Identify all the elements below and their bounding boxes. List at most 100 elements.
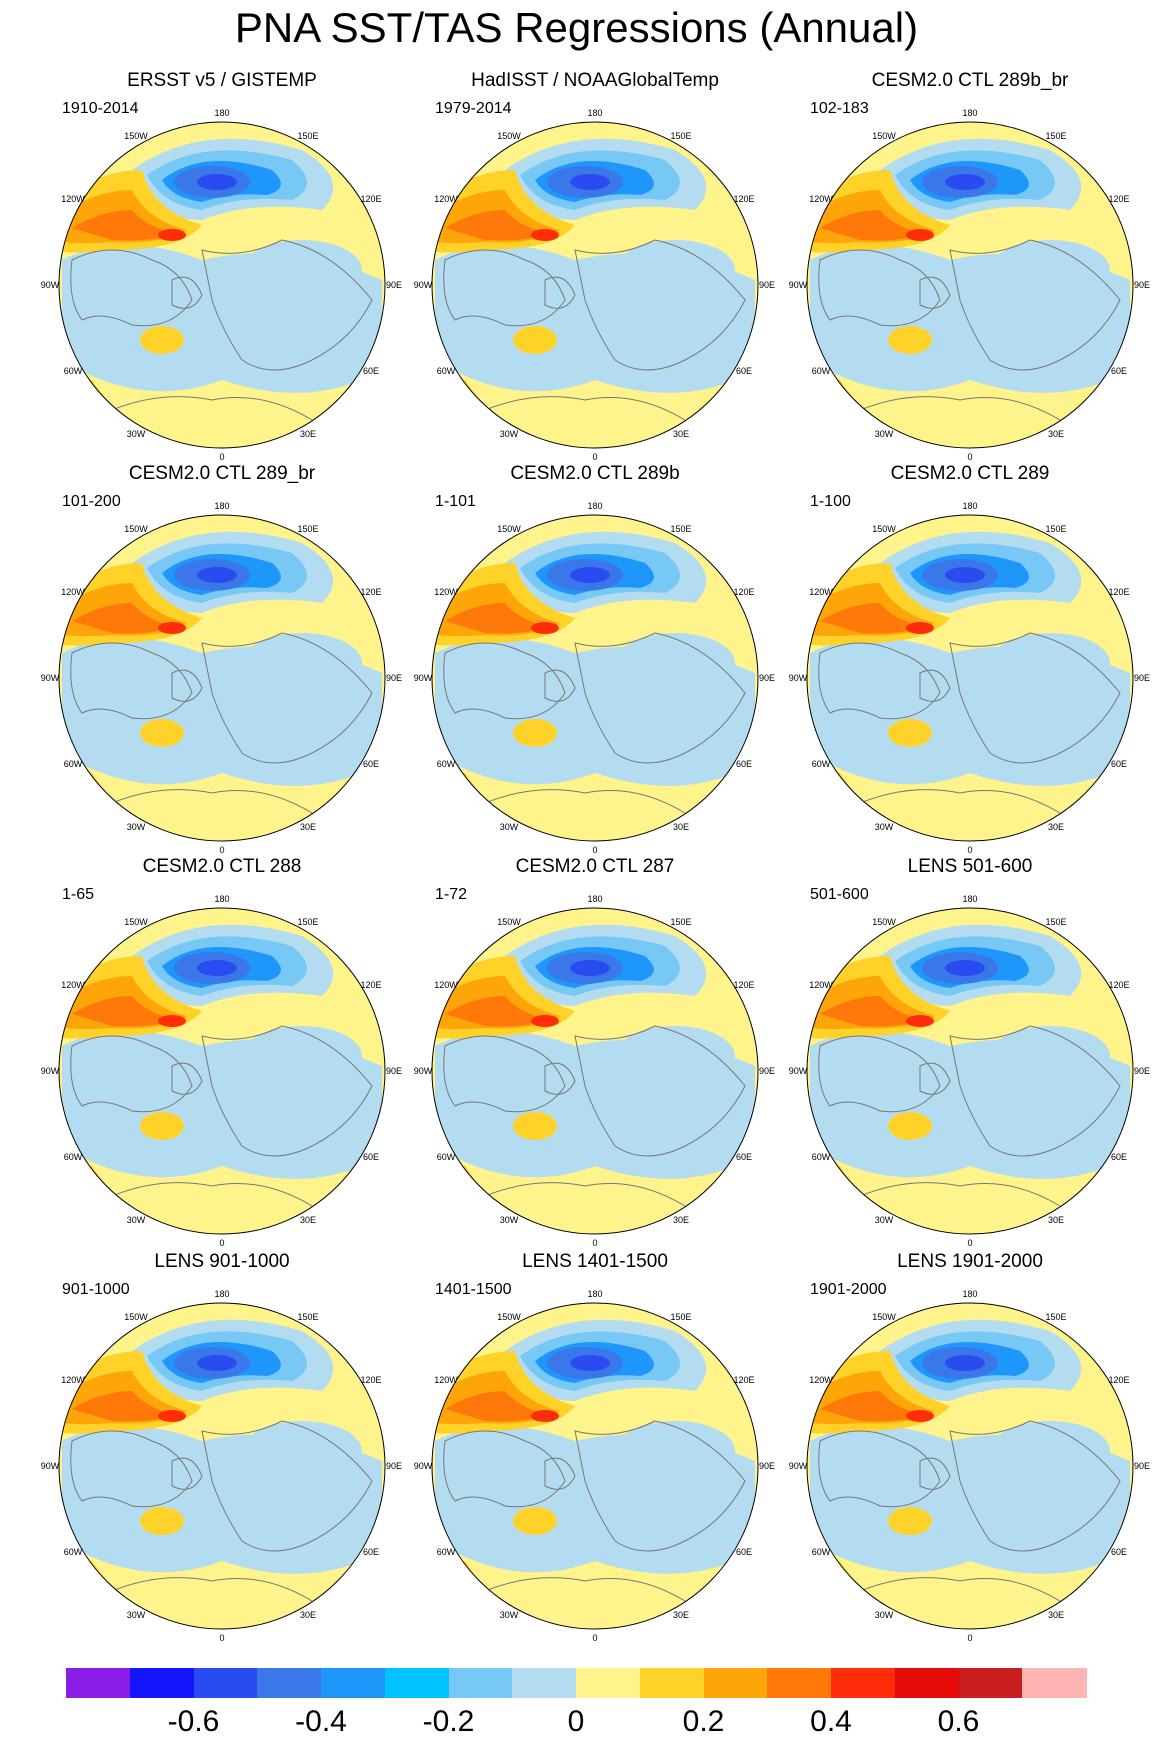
longitude-label: 60E (736, 1547, 752, 1557)
longitude-label: 30E (300, 1610, 316, 1620)
longitude-label: 120E (733, 980, 754, 990)
longitude-label: 120E (733, 194, 754, 204)
longitude-label: 60W (812, 759, 831, 769)
map-panel: LENS 1401-1500 1401-1500 180 150E 120E 90E 60E… (403, 1251, 787, 1646)
longitude-label: 180 (214, 1289, 229, 1299)
longitude-label: 90W (41, 1461, 60, 1471)
longitude-label: 30E (673, 822, 689, 832)
longitude-label: 60W (812, 1547, 831, 1557)
longitude-label: 0 (219, 1633, 224, 1643)
longitude-label: 180 (587, 501, 602, 511)
longitude-label: 120W (434, 194, 458, 204)
longitude-label: 90E (386, 1461, 402, 1471)
longitude-label: 90E (759, 1066, 775, 1076)
longitude-label: 30E (300, 1215, 316, 1225)
longitude-label: 30E (673, 1215, 689, 1225)
longitude-label: 150E (670, 1312, 691, 1322)
panel-period: 1979-2014 (435, 100, 512, 117)
longitude-label: 120W (434, 980, 458, 990)
colorbar-swatch (831, 1668, 896, 1698)
polar-map: 180 150E 120E 90E 60E 30E 0 30W 60W 90W 120W 150W (414, 108, 775, 462)
longitude-label: 30W (875, 429, 894, 439)
longitude-label: 150E (1045, 524, 1066, 534)
longitude-label: 150W (124, 524, 148, 534)
colorbar-swatch (576, 1668, 641, 1698)
longitude-label: 90E (1134, 1066, 1150, 1076)
longitude-label: 0 (592, 452, 597, 462)
longitude-label: 120E (1108, 587, 1129, 597)
panel-period: 102-183 (810, 100, 869, 117)
longitude-label: 30W (500, 1215, 519, 1225)
panel-period: 101-200 (62, 493, 121, 510)
map-panel: CESM2.0 CTL 289b 1-101 180 150E 120E 90E 60E 30… (403, 463, 787, 858)
longitude-label: 90E (1134, 280, 1150, 290)
longitude-label: 150W (872, 917, 896, 927)
longitude-label: 30E (1048, 1610, 1064, 1620)
longitude-label: 90E (1134, 673, 1150, 683)
longitude-label: 120E (360, 194, 381, 204)
longitude-label: 60W (812, 1152, 831, 1162)
longitude-label: 180 (587, 894, 602, 904)
longitude-label: 150W (497, 917, 521, 927)
panel-title: LENS 501-600 (907, 856, 1033, 877)
polar-map: 180 150E 120E 90E 60E 30E 0 30W 60W 90W 120W 150W (789, 108, 1150, 462)
panel-period: 901-1000 (62, 1281, 130, 1298)
colorbar-swatch (129, 1668, 194, 1698)
longitude-label: 120W (434, 587, 458, 597)
longitude-label: 180 (587, 1289, 602, 1299)
longitude-label: 90W (789, 280, 808, 290)
longitude-label: 90E (1134, 1461, 1150, 1471)
longitude-label: 0 (967, 1633, 972, 1643)
longitude-label: 120E (360, 980, 381, 990)
longitude-label: 150E (1045, 131, 1066, 141)
longitude-label: 0 (967, 845, 972, 855)
panel-title: CESM2.0 CTL 287 (515, 856, 675, 877)
colorbar-swatch (512, 1668, 577, 1698)
longitude-label: 30E (673, 1610, 689, 1620)
panel-period: 1-100 (810, 493, 851, 510)
longitude-label: 120W (809, 1375, 833, 1385)
panel-title: LENS 1901-2000 (897, 1251, 1043, 1272)
colorbar-swatch (639, 1668, 704, 1698)
panel-title: LENS 901-1000 (154, 1251, 290, 1272)
longitude-label: 0 (592, 1238, 597, 1248)
longitude-label: 0 (592, 845, 597, 855)
panel-title: HadISST / NOAAGlobalTemp (471, 70, 719, 91)
longitude-label: 90W (41, 673, 60, 683)
colorbar-swatch (703, 1668, 768, 1698)
polar-map: 180 150E 120E 90E 60E 30E 0 30W 60W 90W 120W 150W (41, 894, 402, 1248)
longitude-label: 90E (386, 1066, 402, 1076)
figure-title: PNA SST/TAS Regressions (Annual) (234, 4, 919, 51)
panel-title: ERSST v5 / GISTEMP (127, 70, 317, 91)
longitude-label: 150W (872, 524, 896, 534)
polar-map: 180 150E 120E 90E 60E 30E 0 30W 60W 90W 120W 150W (789, 501, 1150, 855)
longitude-label: 60W (64, 1152, 83, 1162)
colorbar-tick-label: -0.4 (295, 1705, 347, 1738)
colorbar-swatch (448, 1668, 513, 1698)
panel-period: 501-600 (810, 886, 869, 903)
longitude-label: 180 (214, 108, 229, 118)
panel-title: CESM2.0 CTL 288 (142, 856, 302, 877)
longitude-label: 30E (673, 429, 689, 439)
longitude-label: 90W (414, 1461, 433, 1471)
longitude-label: 90W (414, 1066, 433, 1076)
longitude-label: 60E (363, 366, 379, 376)
longitude-label: 90W (789, 673, 808, 683)
longitude-label: 60E (736, 366, 752, 376)
longitude-label: 120W (434, 1375, 458, 1385)
map-panel: ERSST v5 / GISTEMP 1910-2014 180 150E 120E 90… (30, 70, 414, 465)
longitude-label: 60W (437, 1152, 456, 1162)
panel-period: 1910-2014 (62, 100, 139, 117)
panel-title: CESM2.0 CTL 289b_br (871, 70, 1069, 91)
longitude-label: 90E (759, 1461, 775, 1471)
longitude-label: 60E (363, 1547, 379, 1557)
longitude-label: 120W (61, 194, 85, 204)
panel-period: 1-65 (62, 886, 95, 903)
colorbar-swatch (66, 1668, 131, 1698)
longitude-label: 60E (1111, 1152, 1127, 1162)
longitude-label: 60E (1111, 366, 1127, 376)
colorbar-tick-label: 0.2 (682, 1705, 725, 1738)
longitude-label: 30E (300, 429, 316, 439)
longitude-label: 120E (733, 1375, 754, 1385)
longitude-label: 90E (386, 280, 402, 290)
